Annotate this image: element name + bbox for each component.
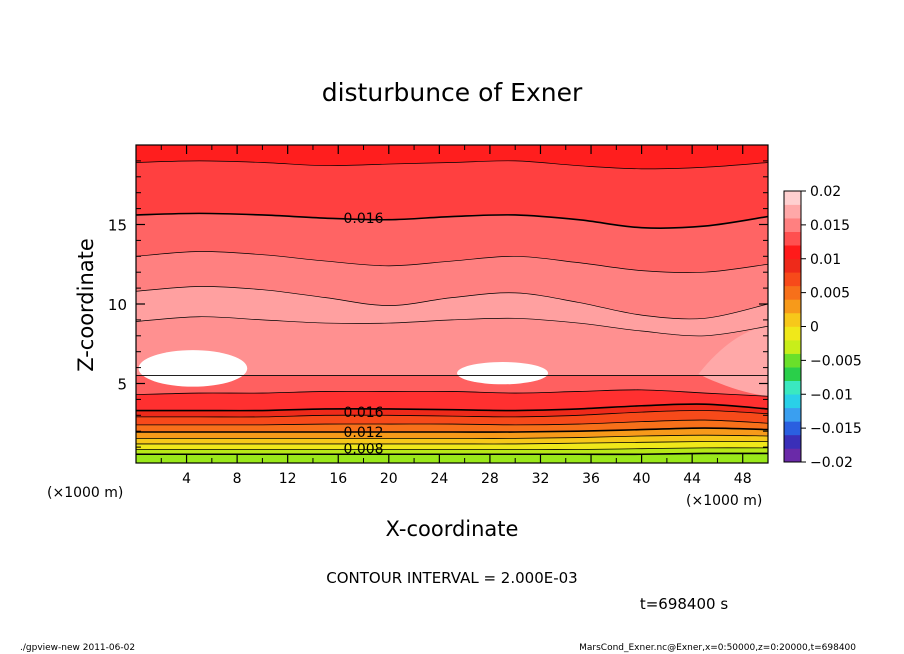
contour-line [136, 452, 768, 456]
colorbar-swatch [784, 218, 801, 232]
contour-line [136, 286, 768, 320]
colorbar-swatch [784, 394, 801, 409]
x-tick-label: 36 [582, 471, 600, 487]
contour-line [136, 419, 768, 426]
contour-line [136, 441, 768, 445]
footer-left: ./gpview-new 2011-06-02 [20, 643, 135, 653]
x-tick-label: 20 [380, 471, 398, 487]
colorbar: 0.02 0.015 0.01 0.005 0 −0.005 −0.01 −0.015 −0.0… [783, 184, 862, 471]
contour-band [136, 145, 768, 169]
x-tick-label: 16 [329, 471, 347, 487]
colorbar-swatch [784, 258, 801, 273]
colorbar-tick-label: −0.015 [810, 421, 862, 437]
contour-maximum [138, 350, 248, 387]
contour-line [136, 212, 768, 229]
x-tick-label: 12 [279, 471, 297, 487]
contour-label: 0.012 [343, 425, 383, 441]
colorbar-swatch [784, 312, 801, 327]
contour-label: 0.008 [343, 442, 383, 458]
colorbar-tick-label: −0.02 [810, 455, 853, 471]
contour-line [136, 410, 768, 418]
y-axis-label: Z-coordinate [74, 238, 98, 372]
x-unit-right: (×1000 m) [686, 493, 762, 509]
x-axis-label: X-coordinate [386, 517, 519, 541]
time-text: t=698400 s [640, 595, 728, 613]
colorbar-swatch [784, 245, 801, 260]
colorbar-tick-label: −0.005 [810, 353, 862, 369]
colorbar-swatch [784, 421, 801, 436]
x-tick-label: 44 [683, 471, 701, 487]
colorbar-tick-label: 0.01 [810, 252, 841, 268]
contour-label: 0.016 [343, 405, 383, 421]
contour-line [136, 403, 768, 412]
contour-interval-text: CONTOUR INTERVAL = 2.000E-03 [326, 569, 577, 587]
contour-line [136, 434, 768, 439]
contour-maximum [457, 362, 549, 385]
colorbar-swatch [784, 380, 801, 395]
colorbar-tick-label: 0 [810, 320, 819, 336]
contour-line [136, 251, 768, 273]
contour-label: 0.016 [343, 211, 383, 227]
x-tick-label: 48 [734, 471, 752, 487]
contour-line [136, 160, 768, 170]
x-tick-label: 28 [481, 471, 499, 487]
colorbar-tick-label: −0.01 [810, 387, 853, 403]
y-tick-label: 10 [108, 296, 127, 314]
colorbar-swatch [784, 299, 801, 314]
x-tick-label: 8 [233, 471, 242, 487]
chart-title: disturbunce of Exner [322, 78, 583, 107]
colorbar-swatch [784, 272, 801, 287]
x-tick-label: 40 [633, 471, 651, 487]
colorbar-tick-label: 0.015 [810, 218, 850, 234]
colorbar-swatch [784, 434, 801, 449]
contour-line [136, 389, 768, 397]
contour-line [136, 316, 768, 337]
footer-right: MarsCond_Exner.nc@Exner,x=0:50000,z=0:20… [579, 643, 856, 653]
contour-line [136, 427, 768, 433]
contour-band [698, 326, 768, 397]
x-tick-label: 24 [430, 471, 448, 487]
y-tick-label: 15 [108, 217, 127, 235]
x-axis: 4 8 12 16 20 24 28 32 36 40 44 48 [160, 145, 752, 487]
colorbar-tick-label: 0.02 [810, 184, 841, 200]
x-unit-left: (×1000 m) [47, 485, 123, 501]
y-tick-label: 5 [117, 376, 127, 394]
y-axis: 5 10 15 [108, 160, 768, 448]
colorbar-swatch [784, 285, 801, 300]
colorbar-swatch [784, 407, 801, 422]
x-tick-label: 32 [532, 471, 550, 487]
colorbar-swatch [784, 448, 801, 463]
colorbar-swatch [784, 204, 801, 219]
colorbar-swatch [784, 353, 801, 368]
colorbar-swatch [784, 231, 801, 246]
contour-line [136, 447, 768, 450]
colorbar-tick-label: 0.005 [810, 286, 850, 302]
colorbar-swatch [784, 340, 801, 354]
colorbar-swatch [784, 367, 801, 381]
colorbar-swatch [784, 191, 801, 205]
x-tick-label: 4 [182, 471, 191, 487]
colorbar-swatch [784, 326, 801, 341]
